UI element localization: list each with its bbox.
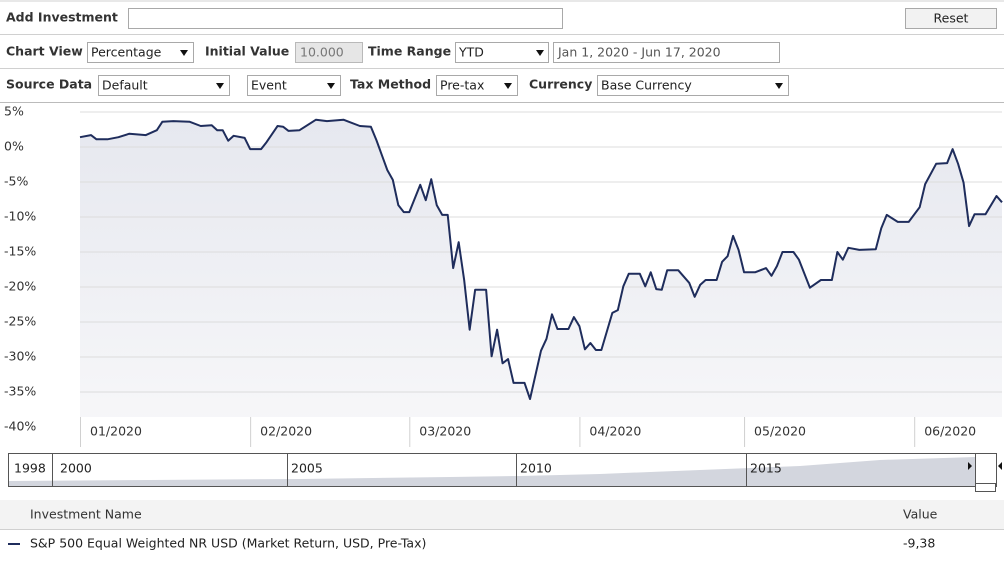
tax-method-value: Pre-tax xyxy=(440,78,484,93)
dropdown-arrow xyxy=(216,83,224,89)
navigator-label: 2005 xyxy=(291,461,323,476)
event-value: Event xyxy=(251,78,287,93)
x-tick-label: 05/2020 xyxy=(754,424,806,439)
initial-value: 10.000 xyxy=(300,45,344,60)
x-tick-label: 04/2020 xyxy=(589,424,641,439)
line xyxy=(79,118,1003,400)
y-tick-label: -30% xyxy=(4,349,36,364)
navigator-handle[interactable] xyxy=(975,483,996,492)
x-tick-label: 02/2020 xyxy=(260,424,312,439)
table-header-value: Value xyxy=(903,507,938,522)
y-tick-label: -15% xyxy=(4,244,36,259)
dropdown-arrow xyxy=(536,50,544,56)
y-tick-label: -5% xyxy=(4,174,28,189)
navigator-label: 1998 xyxy=(14,461,46,476)
table-header-name: Investment Name xyxy=(30,507,142,522)
chart-view-select[interactable] xyxy=(87,42,194,63)
x-tick-label: 01/2020 xyxy=(90,424,142,439)
dropdown-arrow xyxy=(180,50,188,56)
chart-view-label: Chart View xyxy=(6,44,83,59)
navigator-area xyxy=(9,457,975,486)
time-range-label: Time Range xyxy=(368,44,451,59)
time-range-select[interactable] xyxy=(455,42,549,63)
dropdown-arrow xyxy=(327,83,335,89)
investment-value: -9,38 xyxy=(903,536,935,551)
navigator-label: 2015 xyxy=(750,461,782,476)
x-axis-strip xyxy=(80,417,1002,447)
y-tick-label: -20% xyxy=(4,279,36,294)
tax-method-select[interactable] xyxy=(436,75,518,96)
y-tick-label: -10% xyxy=(4,209,36,224)
add-investment-label: Add Investment xyxy=(6,10,118,25)
y-tick-label: -25% xyxy=(4,314,36,329)
y-tick-label: -40% xyxy=(4,419,36,434)
source-data-select[interactable] xyxy=(98,75,230,96)
currency-label: Currency xyxy=(529,77,592,92)
navigator-label: 2000 xyxy=(60,461,92,476)
y-tick-label: -35% xyxy=(4,384,36,399)
initial-value-input xyxy=(295,42,363,63)
reset-label: Reset xyxy=(934,11,969,26)
dropdown-arrow xyxy=(504,83,512,89)
dropdown-arrow xyxy=(775,83,783,89)
source-data-value: Default xyxy=(102,78,148,93)
event-select[interactable] xyxy=(247,75,341,96)
source-data-label: Source Data xyxy=(6,77,92,92)
time-range-value: YTD xyxy=(458,45,484,60)
tax-method-label: Tax Method xyxy=(350,77,431,92)
currency-select[interactable] xyxy=(597,75,789,96)
x-tick-label: 06/2020 xyxy=(924,424,976,439)
area xyxy=(80,119,1002,427)
currency-value: Base Currency xyxy=(601,78,692,93)
x-tick-label: 03/2020 xyxy=(419,424,471,439)
initial-value-label: Initial Value xyxy=(205,44,289,59)
chart: 5% 0% -5% -10% -15% -20% -25% -30% -35% -40% 01/20… xyxy=(4,104,1003,447)
y-tick-label: 5% xyxy=(4,104,24,119)
navigator-dividers xyxy=(52,454,976,492)
chart-view-value: Percentage xyxy=(91,45,162,60)
table-header xyxy=(0,500,1004,529)
reset-button[interactable] xyxy=(905,8,997,29)
investment-name: S&P 500 Equal Weighted NR USD (Market Re… xyxy=(30,536,426,551)
add-investment-input[interactable] xyxy=(128,8,563,29)
y-tick-label: 0% xyxy=(4,139,24,154)
date-range-input[interactable] xyxy=(553,42,780,63)
navigator-label: 2010 xyxy=(520,461,552,476)
date-range: Jan 1, 2020 - Jun 17, 2020 xyxy=(557,45,721,60)
